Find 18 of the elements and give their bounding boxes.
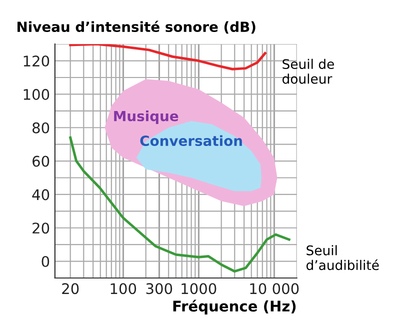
- x-tick-label: 100: [110, 283, 136, 294]
- series-label: Conversation: [140, 135, 242, 146]
- y-tick-label: 120: [24, 56, 50, 67]
- y-tick-label: 20: [32, 222, 50, 234]
- series-label: Musique: [114, 110, 178, 124]
- y-tick-label: 40: [32, 189, 50, 200]
- y-axis-title: Niveau d’intensité sonore (dB): [18, 20, 256, 34]
- x-tick-label: 1000: [182, 283, 216, 294]
- y-tick-label: 0: [42, 256, 50, 268]
- x-tick-label: 10 000: [250, 283, 299, 294]
- x-axis-title: Fréquence (Hz): [173, 300, 296, 314]
- series-label: Seuil de douleur: [282, 58, 334, 84]
- y-tick-label: 80: [32, 122, 50, 134]
- x-tick-label: 300: [146, 283, 172, 294]
- y-tick-label: 100: [24, 88, 50, 100]
- series-label: Seuil d’audibilité: [306, 245, 379, 270]
- y-tick-label: 60: [32, 156, 50, 167]
- x-tick-label: 20: [62, 283, 79, 294]
